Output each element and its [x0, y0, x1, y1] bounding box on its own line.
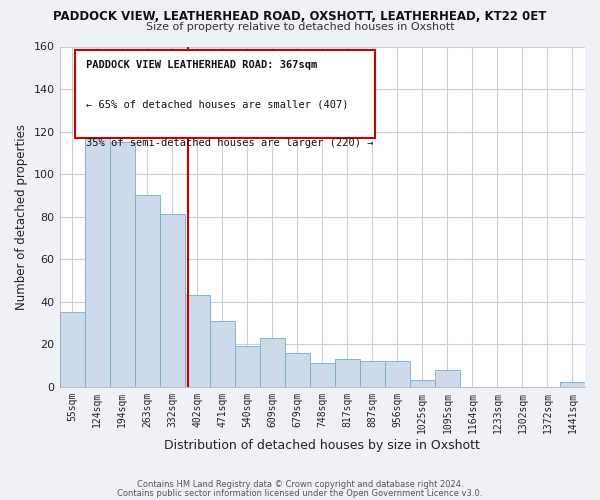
Bar: [310, 363, 335, 386]
X-axis label: Distribution of detached houses by size in Oxshott: Distribution of detached houses by size …: [164, 440, 480, 452]
Bar: [285, 352, 310, 386]
Bar: [260, 338, 285, 386]
Bar: [160, 214, 185, 386]
Text: PADDOCK VIEW LEATHERHEAD ROAD: 367sqm: PADDOCK VIEW LEATHERHEAD ROAD: 367sqm: [86, 60, 317, 70]
Bar: [385, 361, 410, 386]
Y-axis label: Number of detached properties: Number of detached properties: [15, 124, 28, 310]
Text: ← 65% of detached houses are smaller (407): ← 65% of detached houses are smaller (40…: [86, 99, 349, 109]
Bar: [560, 382, 585, 386]
Bar: [360, 361, 385, 386]
Bar: [235, 346, 260, 387]
FancyBboxPatch shape: [76, 50, 375, 138]
Bar: [209, 320, 235, 386]
Bar: [59, 312, 85, 386]
Text: PADDOCK VIEW, LEATHERHEAD ROAD, OXSHOTT, LEATHERHEAD, KT22 0ET: PADDOCK VIEW, LEATHERHEAD ROAD, OXSHOTT,…: [53, 10, 547, 23]
Bar: [185, 295, 209, 386]
Text: Contains HM Land Registry data © Crown copyright and database right 2024.: Contains HM Land Registry data © Crown c…: [137, 480, 463, 489]
Bar: [110, 142, 134, 386]
Text: Size of property relative to detached houses in Oxshott: Size of property relative to detached ho…: [146, 22, 454, 32]
Bar: [134, 196, 160, 386]
Bar: [85, 130, 110, 386]
Bar: [435, 370, 460, 386]
Text: 35% of semi-detached houses are larger (220) →: 35% of semi-detached houses are larger (…: [86, 138, 373, 148]
Bar: [335, 359, 360, 386]
Bar: [410, 380, 435, 386]
Text: Contains public sector information licensed under the Open Government Licence v3: Contains public sector information licen…: [118, 488, 482, 498]
